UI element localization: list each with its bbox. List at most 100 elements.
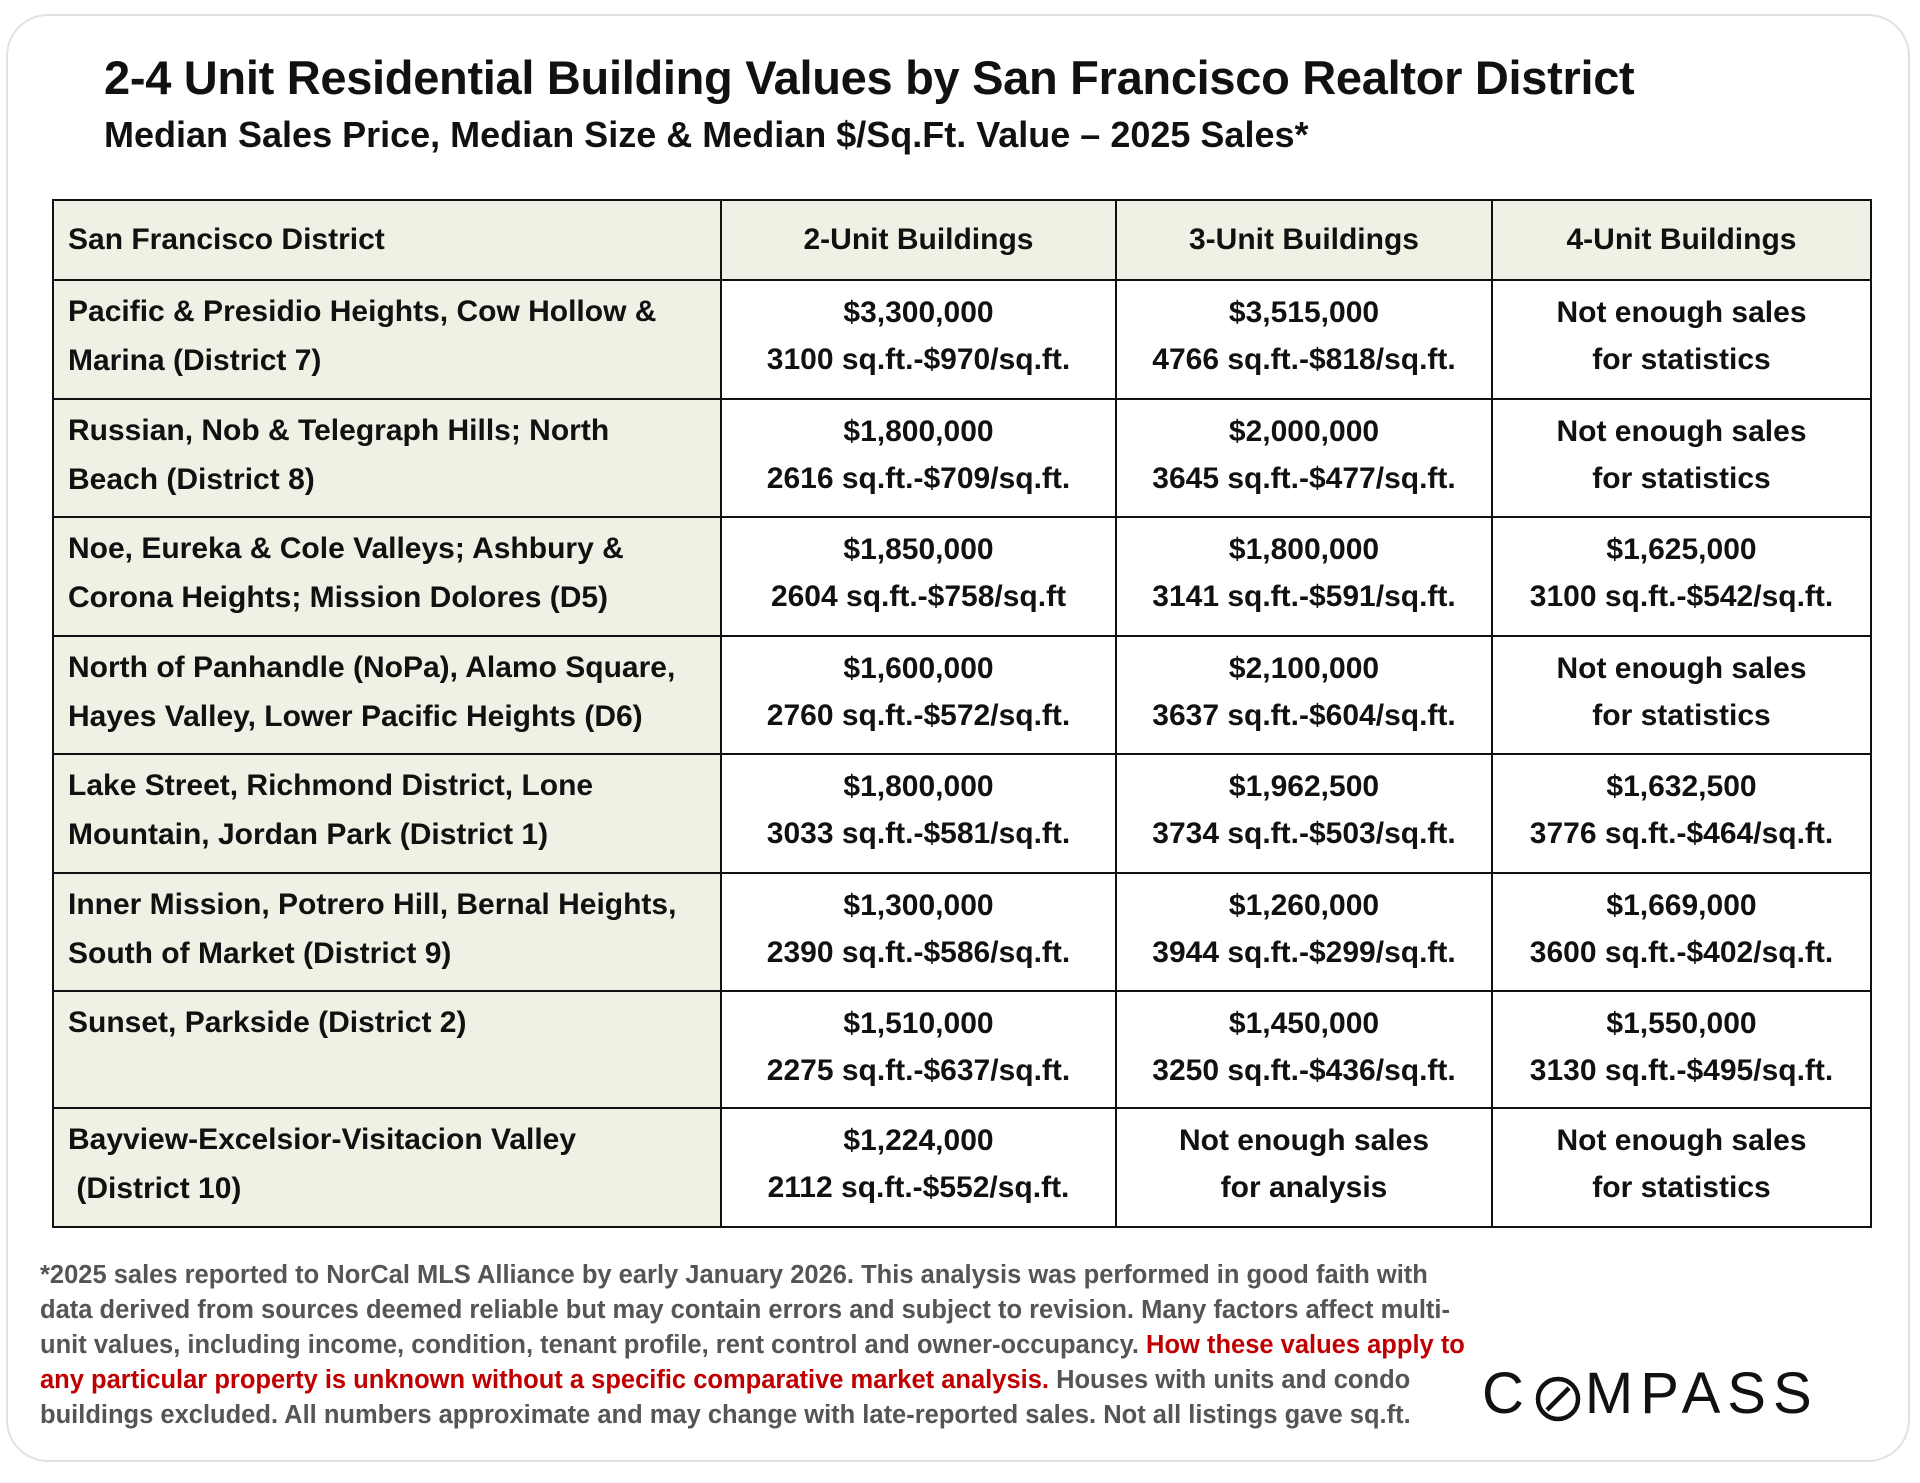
header-district: San Francisco District: [52, 199, 722, 281]
value-line-price: $1,224,000: [843, 1124, 994, 1158]
value-line-detail: 3637 sq.ft.-$604/sq.ft.: [1152, 698, 1456, 732]
4-unit-value-cell: Not enough sales for statistics: [1491, 1107, 1872, 1228]
value-line-detail: 3100 sq.ft.-$542/sq.ft.: [1529, 580, 1834, 613]
district-name-line: Marina (District 7): [68, 344, 322, 377]
page-subtitle: Median Sales Price, Median Size & Median…: [104, 114, 1309, 155]
value-line-price: $1,510,000: [843, 1007, 994, 1040]
value-line-price: $1,962,500: [1228, 770, 1380, 803]
value-line-price: $1,632,500: [1606, 770, 1757, 803]
value-line-price: $1,625,000: [1606, 533, 1757, 566]
value-line-detail: 3100 sq.ft.-$970/sq.ft.: [766, 343, 1071, 376]
district-name-cell: Bayview-Excelsior-Visitacion Valley (Dis…: [52, 1107, 722, 1228]
value-line-price: $1,600,000: [843, 651, 994, 685]
table-row: Bayview-Excelsior-Visitacion Valley (Dis…: [52, 1107, 1872, 1228]
value-line-price: $1,669,000: [1606, 888, 1757, 922]
value-line-price: Not enough sales: [1556, 296, 1807, 329]
value-line-price: $1,450,000: [1228, 1007, 1380, 1040]
district-name-line: North of Panhandle (NoPa), Alamo Square,: [68, 650, 676, 684]
value-line-detail: 3033 sq.ft.-$581/sq.ft.: [766, 817, 1071, 850]
4-unit-value-cell: $1,669,000 3600 sq.ft.-$402/sq.ft.: [1491, 871, 1872, 992]
value-line-price: $3,300,000: [843, 296, 994, 329]
header-3-unit: 3-Unit Buildings: [1115, 199, 1493, 281]
value-line-price: Not enough sales: [1556, 414, 1807, 448]
value-line-detail: 4766 sq.ft.-$818/sq.ft.: [1152, 343, 1456, 376]
2-unit-value-cell: $1,510,000 2275 sq.ft.-$637/sq.ft.: [720, 989, 1117, 1110]
4-unit-value-cell: $1,550,000 3130 sq.ft.-$495/sq.ft.: [1491, 989, 1872, 1110]
district-name-cell: Lake Street, Richmond District, Lone Moun…: [52, 753, 722, 874]
value-line-price: $1,800,000: [843, 414, 994, 448]
3-unit-value-cell: $1,800,000 3141 sq.ft.-$591/sq.ft.: [1115, 516, 1493, 637]
2-unit-value-cell: $1,600,000 2760 sq.ft.-$572/sq.ft.: [720, 634, 1117, 755]
value-line-detail: for statistics: [1592, 461, 1771, 495]
table-row: North of Panhandle (NoPa), Alamo Square,…: [52, 634, 1872, 755]
4-unit-value-cell: Not enough sales for statistics: [1491, 279, 1872, 400]
2-unit-value-cell: $1,224,000 2112 sq.ft.-$552/sq.ft.: [720, 1107, 1117, 1228]
value-line-detail: for analysis: [1220, 1171, 1388, 1205]
4-unit-value-cell: Not enough sales for statistics: [1491, 634, 1872, 755]
value-line-detail: 3944 sq.ft.-$299/sq.ft.: [1152, 935, 1456, 969]
4-unit-value-cell: Not enough sales for statistics: [1491, 397, 1872, 518]
district-name-cell: Sunset, Parkside (District 2): [52, 989, 722, 1110]
value-line-detail: for statistics: [1592, 343, 1771, 376]
table-row: Sunset, Parkside (District 2) $1,510,000 2…: [52, 989, 1872, 1110]
value-line-price: $1,850,000: [843, 533, 994, 566]
district-name-cell: Pacific & Presidio Heights, Cow Hollow &…: [52, 279, 722, 400]
district-name-line: Beach (District 8): [68, 462, 315, 496]
district-name-line: South of Market (District 9): [68, 936, 452, 970]
value-line-price: Not enough sales: [1556, 651, 1807, 685]
3-unit-value-cell: $1,962,500 3734 sq.ft.-$503/sq.ft.: [1115, 753, 1493, 874]
compass-logo: C MPASS: [1482, 1360, 1819, 1427]
table-header-row: San Francisco District 2-Unit Buildings …: [52, 199, 1872, 281]
value-line-detail: 3130 sq.ft.-$495/sq.ft.: [1529, 1054, 1834, 1087]
value-line-price: Not enough sales: [1556, 1124, 1807, 1158]
footnote-disclaimer: How these values apply to any particular…: [40, 1331, 1465, 1394]
value-line-price: $1,800,000: [1228, 533, 1380, 566]
value-line-detail: 3600 sq.ft.-$402/sq.ft.: [1529, 935, 1834, 969]
district-values-table: San Francisco District 2-Unit Buildings …: [52, 199, 1872, 1228]
value-line-detail: 2275 sq.ft.-$637/sq.ft.: [766, 1054, 1071, 1087]
2-unit-value-cell: $1,850,000 2604 sq.ft.-$758/sq.ft: [720, 516, 1117, 637]
3-unit-value-cell: $2,000,000 3645 sq.ft.-$477/sq.ft.: [1115, 397, 1493, 518]
2-unit-value-cell: $1,800,000 3033 sq.ft.-$581/sq.ft.: [720, 753, 1117, 874]
2-unit-value-cell: $3,300,000 3100 sq.ft.-$970/sq.ft.: [720, 279, 1117, 400]
3-unit-value-cell: $1,260,000 3944 sq.ft.-$299/sq.ft.: [1115, 871, 1493, 992]
value-line-detail: 2616 sq.ft.-$709/sq.ft.: [766, 461, 1071, 495]
table-body: Pacific & Presidio Heights, Cow Hollow &…: [52, 279, 1872, 1228]
value-line-detail: 3141 sq.ft.-$591/sq.ft.: [1152, 580, 1456, 613]
district-name-cell: Inner Mission, Potrero Hill, Bernal Heig…: [52, 871, 722, 992]
district-name-cell: Russian, Nob & Telegraph Hills; North Bea…: [52, 397, 722, 518]
value-line-price: $1,300,000: [843, 888, 994, 922]
value-line-detail: 3734 sq.ft.-$503/sq.ft.: [1152, 817, 1456, 850]
value-line-detail: for statistics: [1592, 698, 1771, 732]
value-line-price: Not enough sales: [1178, 1124, 1430, 1158]
4-unit-value-cell: $1,625,000 3100 sq.ft.-$542/sq.ft.: [1491, 516, 1872, 637]
value-line-price: $2,100,000: [1228, 651, 1380, 685]
compass-o-icon: [1534, 1370, 1582, 1421]
3-unit-value-cell: $2,100,000 3637 sq.ft.-$604/sq.ft.: [1115, 634, 1493, 755]
district-name-line: Noe, Eureka & Cole Valleys; Ashbury &: [68, 532, 624, 565]
logo-text-suffix: MPASS: [1584, 1361, 1819, 1426]
4-unit-value-cell: $1,632,500 3776 sq.ft.-$464/sq.ft.: [1491, 753, 1872, 874]
district-name-line: Hayes Valley, Lower Pacific Heights (D6): [68, 699, 643, 733]
value-line-price: $2,000,000: [1228, 414, 1380, 448]
3-unit-value-cell: $3,515,000 4766 sq.ft.-$818/sq.ft.: [1115, 279, 1493, 400]
value-line-detail: 3645 sq.ft.-$477/sq.ft.: [1152, 461, 1456, 495]
logo-text-prefix: C: [1482, 1361, 1531, 1426]
district-name-line: Corona Heights; Mission Dolores (D5): [68, 581, 609, 614]
district-name-line: Mountain, Jordan Park (District 1): [68, 818, 549, 851]
district-name-cell: North of Panhandle (NoPa), Alamo Square,…: [52, 634, 722, 755]
value-line-detail: 2390 sq.ft.-$586/sq.ft.: [766, 935, 1071, 969]
table-row: Noe, Eureka & Cole Valleys; Ashbury & Cor…: [52, 516, 1872, 637]
value-line-detail: 3250 sq.ft.-$436/sq.ft.: [1152, 1054, 1456, 1087]
district-name-cell: Noe, Eureka & Cole Valleys; Ashbury & Cor…: [52, 516, 722, 637]
2-unit-value-cell: $1,800,000 2616 sq.ft.-$709/sq.ft.: [720, 397, 1117, 518]
value-line-price: $1,260,000: [1228, 888, 1380, 922]
district-name-line: Inner Mission, Potrero Hill, Bernal Heig…: [68, 887, 677, 921]
value-line-detail: 2604 sq.ft.-$758/sq.ft: [770, 580, 1067, 613]
2-unit-value-cell: $1,300,000 2390 sq.ft.-$586/sq.ft.: [720, 871, 1117, 992]
3-unit-value-cell: Not enough sales for analysis: [1115, 1107, 1493, 1228]
value-line-price: $3,515,000: [1228, 296, 1380, 329]
district-name-line: (District 10): [68, 1172, 242, 1206]
3-unit-value-cell: $1,450,000 3250 sq.ft.-$436/sq.ft.: [1115, 989, 1493, 1110]
district-name-line: Russian, Nob & Telegraph Hills; North: [68, 413, 610, 447]
